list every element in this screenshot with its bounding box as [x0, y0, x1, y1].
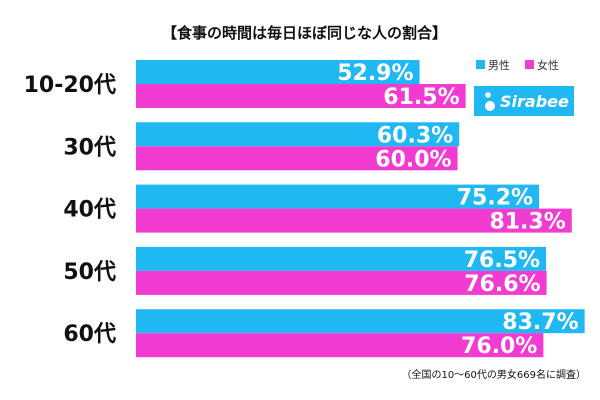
bar-male — [136, 246, 547, 271]
value-labels: 52.9%61.5% 60.3%60.0%75.2%81.3% 76.5%76.6%… — [337, 61, 578, 359]
bar-female — [136, 84, 466, 108]
chart-title: 【食事の時間は毎日ほぼ同じな人の割合】 — [162, 24, 447, 42]
category-label: 10-20代 — [24, 73, 116, 98]
value-label: 75.2% — [457, 186, 533, 211]
value-label: 81.3% — [489, 210, 565, 235]
bar-female — [136, 146, 458, 171]
bar-male — [136, 60, 420, 84]
bar-male — [136, 122, 460, 147]
value-label: 60.0% — [375, 147, 451, 172]
category-label: 40代 — [63, 198, 116, 223]
legend-swatch-female — [525, 60, 534, 69]
bars — [136, 60, 585, 358]
bar-female — [136, 270, 547, 295]
bar-female — [136, 333, 544, 358]
value-label: 76.5% — [464, 248, 540, 273]
logo-background — [474, 86, 574, 116]
legend: 男性 女性 — [476, 58, 559, 72]
legend-swatch-male — [476, 60, 485, 69]
value-label: 61.5% — [383, 85, 459, 110]
sirabee-logo: Sirabee — [474, 86, 574, 116]
survey-note: （全国の10〜60代の男女669名に調査） — [401, 368, 586, 381]
category-label: 30代 — [63, 135, 116, 160]
category-labels: 10-20代 30代 40代 50代 60代 — [24, 73, 116, 347]
value-label: 60.3% — [377, 123, 453, 148]
category-label: 60代 — [63, 322, 116, 347]
value-label: 52.9% — [337, 61, 413, 86]
logo-icon — [485, 92, 495, 111]
legend-label-male: 男性 — [488, 58, 510, 72]
legend-label-female: 女性 — [537, 58, 559, 72]
value-label: 76.6% — [464, 272, 540, 297]
logo-text: Sirabee — [500, 92, 569, 111]
value-label: 83.7% — [502, 310, 578, 335]
category-label: 50代 — [63, 260, 116, 285]
bar-male — [136, 309, 585, 334]
bar-male — [136, 184, 540, 209]
bar-female — [136, 208, 572, 233]
value-label: 76.0% — [461, 334, 537, 359]
